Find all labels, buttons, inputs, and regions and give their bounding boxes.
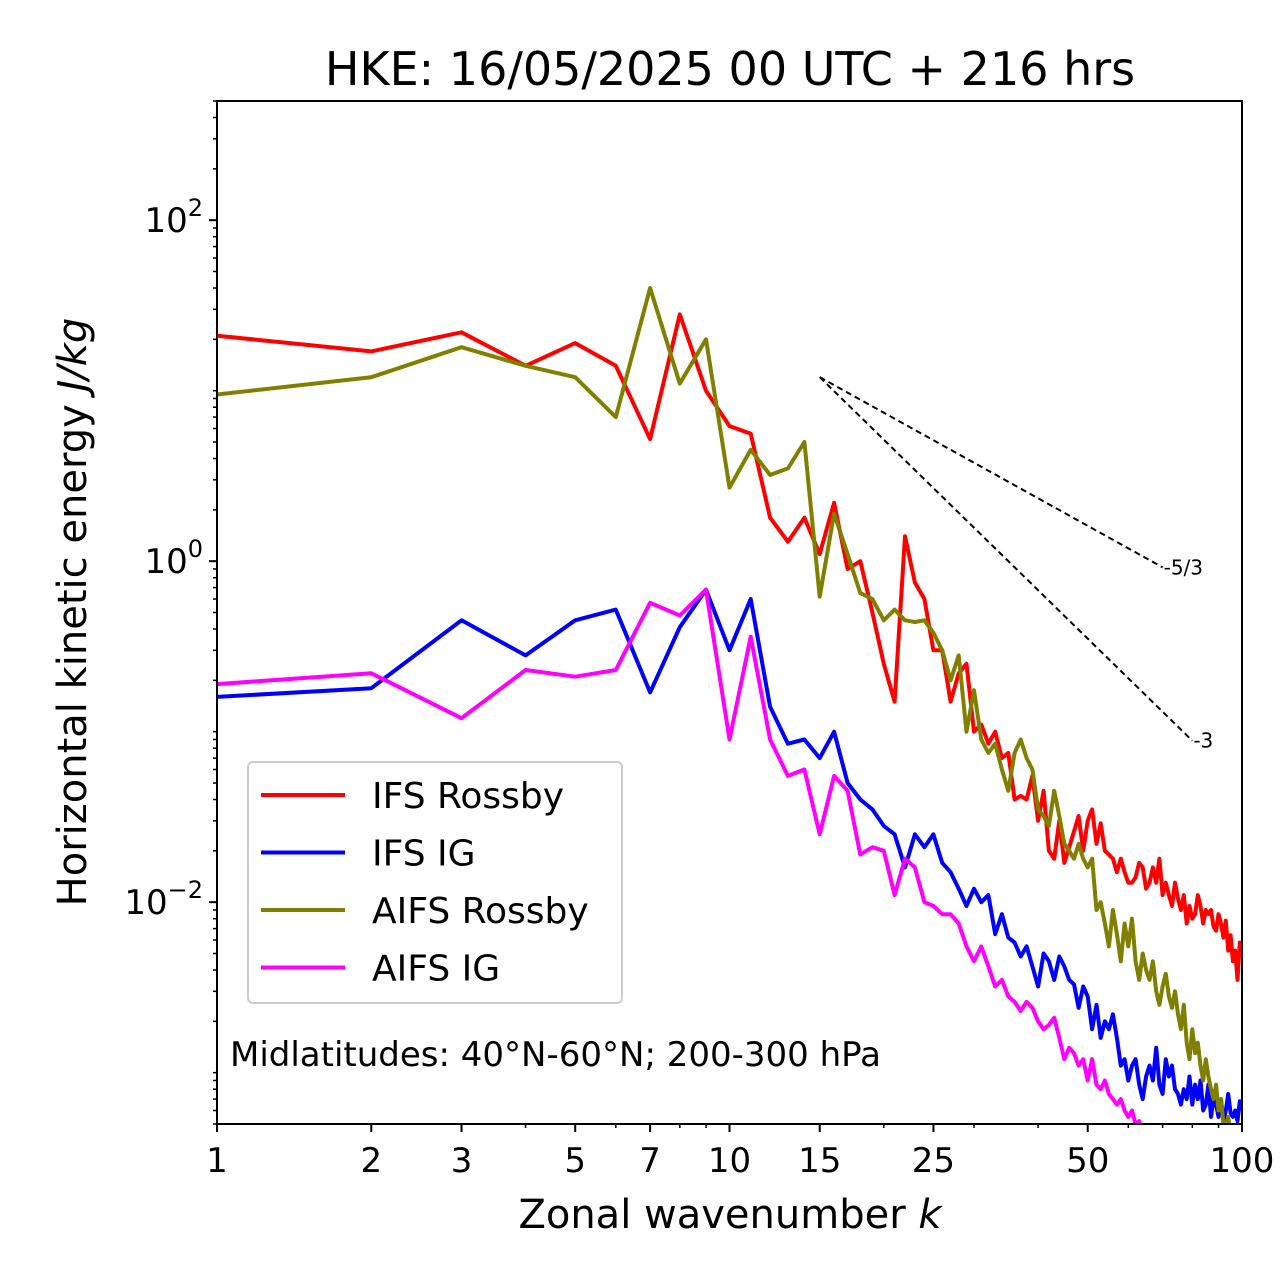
series-line-3 xyxy=(217,587,1143,1124)
slope-reference-line-1 xyxy=(819,376,1194,742)
legend: IFS Rossby IFS IG AIFS Rossby AIFS IG xyxy=(247,761,623,1004)
chart-title: HKE: 16/05/2025 00 UTC + 216 hrs xyxy=(325,42,1135,96)
legend-label-0: IFS Rossby xyxy=(372,776,564,817)
x-tick-label: 100 xyxy=(1210,1141,1275,1181)
y-tick-label: 100 xyxy=(144,535,203,582)
legend-label-1: IFS IG xyxy=(372,834,476,875)
x-tick-label: 10 xyxy=(708,1141,751,1181)
x-tick-label: 7 xyxy=(639,1141,661,1181)
legend-label-2: AIFS Rossby xyxy=(372,891,589,932)
y-axis-label: Horizontal kinetic energy J/kg xyxy=(50,318,96,907)
y-axis: 102 100 10−2 xyxy=(124,100,217,1125)
x-tick-label: 25 xyxy=(912,1141,955,1181)
x-axis-label: Zonal wavenumber k xyxy=(518,1192,943,1238)
y-axis-label-unit: J/kg xyxy=(50,318,96,399)
x-tick-label: 15 xyxy=(798,1141,841,1181)
region-annotation: Midlatitudes: 40°N-60°N; 200-300 hPa xyxy=(230,1035,881,1075)
y-tick-label: 10−2 xyxy=(124,876,203,923)
x-tick-label: 5 xyxy=(564,1141,586,1181)
x-tick-label: 2 xyxy=(360,1141,382,1181)
series-line-0 xyxy=(217,312,1242,982)
x-axis-label-text: Zonal wavenumber xyxy=(518,1192,918,1238)
legend-frame xyxy=(247,761,623,1004)
slope-reference-layer: -5/3 -3 xyxy=(819,376,1213,753)
x-tick-label: 50 xyxy=(1066,1141,1109,1181)
x-axis: 1 2 3 5 7 10 15 25 50 100 xyxy=(206,1124,1274,1181)
x-axis-label-symbol: k xyxy=(918,1192,943,1238)
y-tick-label: 102 xyxy=(144,194,203,241)
x-tick-label: 1 xyxy=(206,1141,228,1181)
series-layer xyxy=(217,286,1242,1124)
series-line-1 xyxy=(217,587,1242,1124)
legend-label-3: AIFS IG xyxy=(372,949,500,990)
slope-reference-label-1: -3 xyxy=(1193,729,1213,753)
x-tick-label: 3 xyxy=(451,1141,473,1181)
y-axis-label-text: Horizontal kinetic energy xyxy=(50,392,96,907)
slope-reference-label-0: -5/3 xyxy=(1164,555,1203,579)
slope-reference-line-0 xyxy=(819,376,1164,569)
series-line-2 xyxy=(217,286,1232,1124)
